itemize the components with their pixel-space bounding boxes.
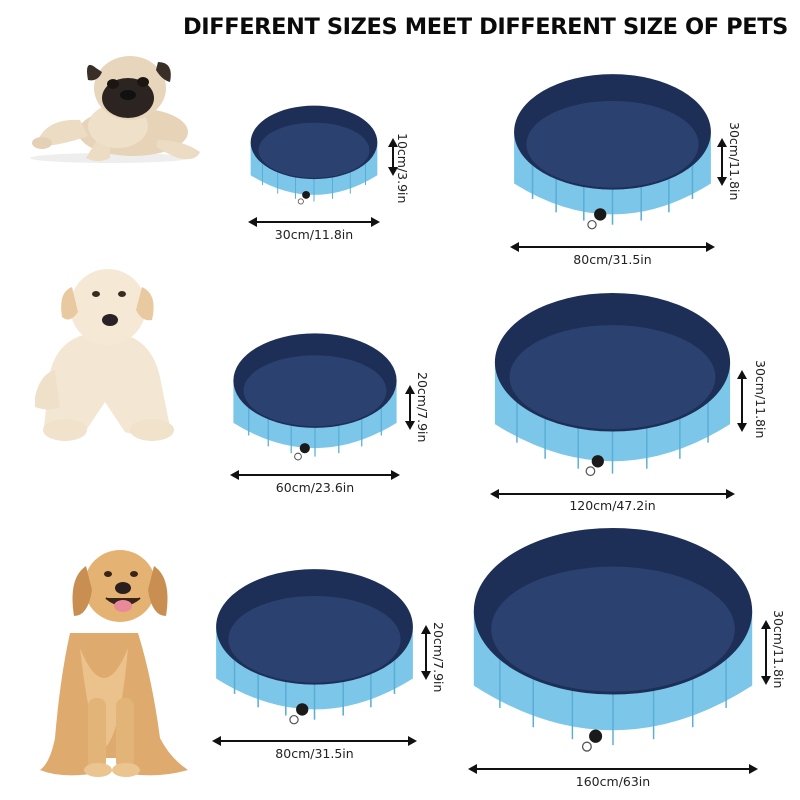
- pool-30cm: [248, 103, 380, 208]
- golden-retriever-image: [20, 538, 200, 783]
- diameter-label: 120cm/47.2in: [569, 498, 656, 513]
- pug-puppy-image: [18, 40, 203, 165]
- height-arrow: [716, 138, 728, 186]
- height-arrow: [404, 385, 416, 430]
- diameter-label: 30cm/11.8in: [274, 227, 354, 242]
- height-arrow: [387, 138, 399, 176]
- pool-60cm: [230, 330, 400, 465]
- diameter-arrow: [468, 762, 758, 776]
- pool-160cm: [468, 522, 758, 760]
- diameter-arrow: [490, 487, 735, 501]
- height-label: 20cm/7.9in: [431, 622, 446, 693]
- height-label: 20cm/7.9in: [415, 372, 430, 443]
- height-arrow: [760, 620, 772, 685]
- height-label: 30cm/11.8in: [771, 610, 786, 689]
- height-arrow: [736, 370, 748, 432]
- pool-120cm: [490, 288, 735, 486]
- labrador-puppy-image: [30, 262, 185, 447]
- diameter-label: 60cm/23.6in: [275, 480, 355, 495]
- pool-80cm-row3: [212, 565, 417, 730]
- diameter-label: 80cm/31.5in: [573, 252, 652, 267]
- pool-80cm: [510, 70, 715, 235]
- height-label: 30cm/11.8in: [753, 360, 768, 439]
- height-arrow: [420, 625, 432, 680]
- diameter-label: 160cm/63in: [575, 774, 651, 789]
- diameter-arrow: [510, 240, 715, 254]
- diameter-arrow: [248, 215, 380, 229]
- height-label: 10cm/3.9in: [395, 133, 410, 204]
- height-label: 30cm/11.8in: [727, 122, 742, 201]
- diameter-arrow: [212, 734, 417, 748]
- diameter-arrow: [230, 468, 400, 482]
- headline: DIFFERENT SIZES MEET DIFFERENT SIZE OF P…: [183, 14, 788, 40]
- diameter-label: 80cm/31.5in: [275, 746, 354, 761]
